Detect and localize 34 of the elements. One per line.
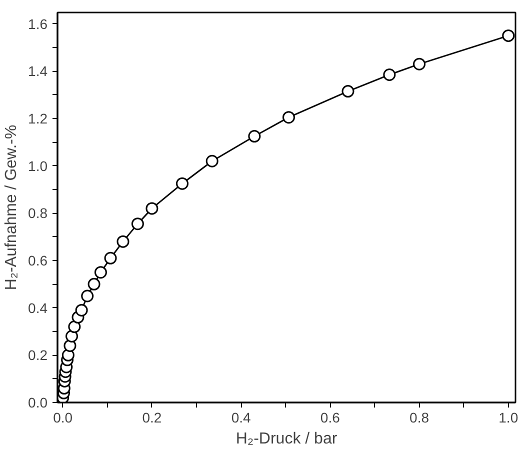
point [248,130,261,143]
point [116,235,130,248]
point [75,304,88,316]
point [413,58,426,70]
y-tick-label: 1.6 [28,16,48,32]
y-tick-label: 0.2 [28,347,48,364]
point [88,278,100,290]
point [81,290,94,302]
x-tick-label: 0.0 [53,410,73,426]
point [502,29,515,42]
y-tick-label: 1.0 [28,158,48,174]
point [146,202,158,215]
x-tick-label: 0.6 [320,410,340,426]
y-tick-label: 0.6 [28,252,48,269]
x-tick-label: 0.2 [142,410,162,426]
point [104,252,117,264]
y-tick-label: 0.8 [28,205,48,222]
y-tick-label: 1.4 [28,63,48,80]
point [94,266,107,279]
x-tick-label: 1.0 [498,410,518,426]
y-tick-label: 0.0 [28,394,48,410]
point [206,154,218,168]
point [131,218,144,230]
x-tick-label: 0.4 [231,410,251,426]
point [68,320,81,334]
y-tick-label: 1.2 [28,110,48,127]
x-axis-title: H₂-Druck / bar [236,430,338,448]
point [342,85,354,98]
y-tick-label: 0.4 [28,300,48,316]
point [282,111,295,124]
point [383,68,396,81]
x-tick-label: 0.8 [410,410,430,426]
y-axis-title: H₂-Aufnahme / Gew.-% [3,124,20,290]
point [176,177,188,190]
